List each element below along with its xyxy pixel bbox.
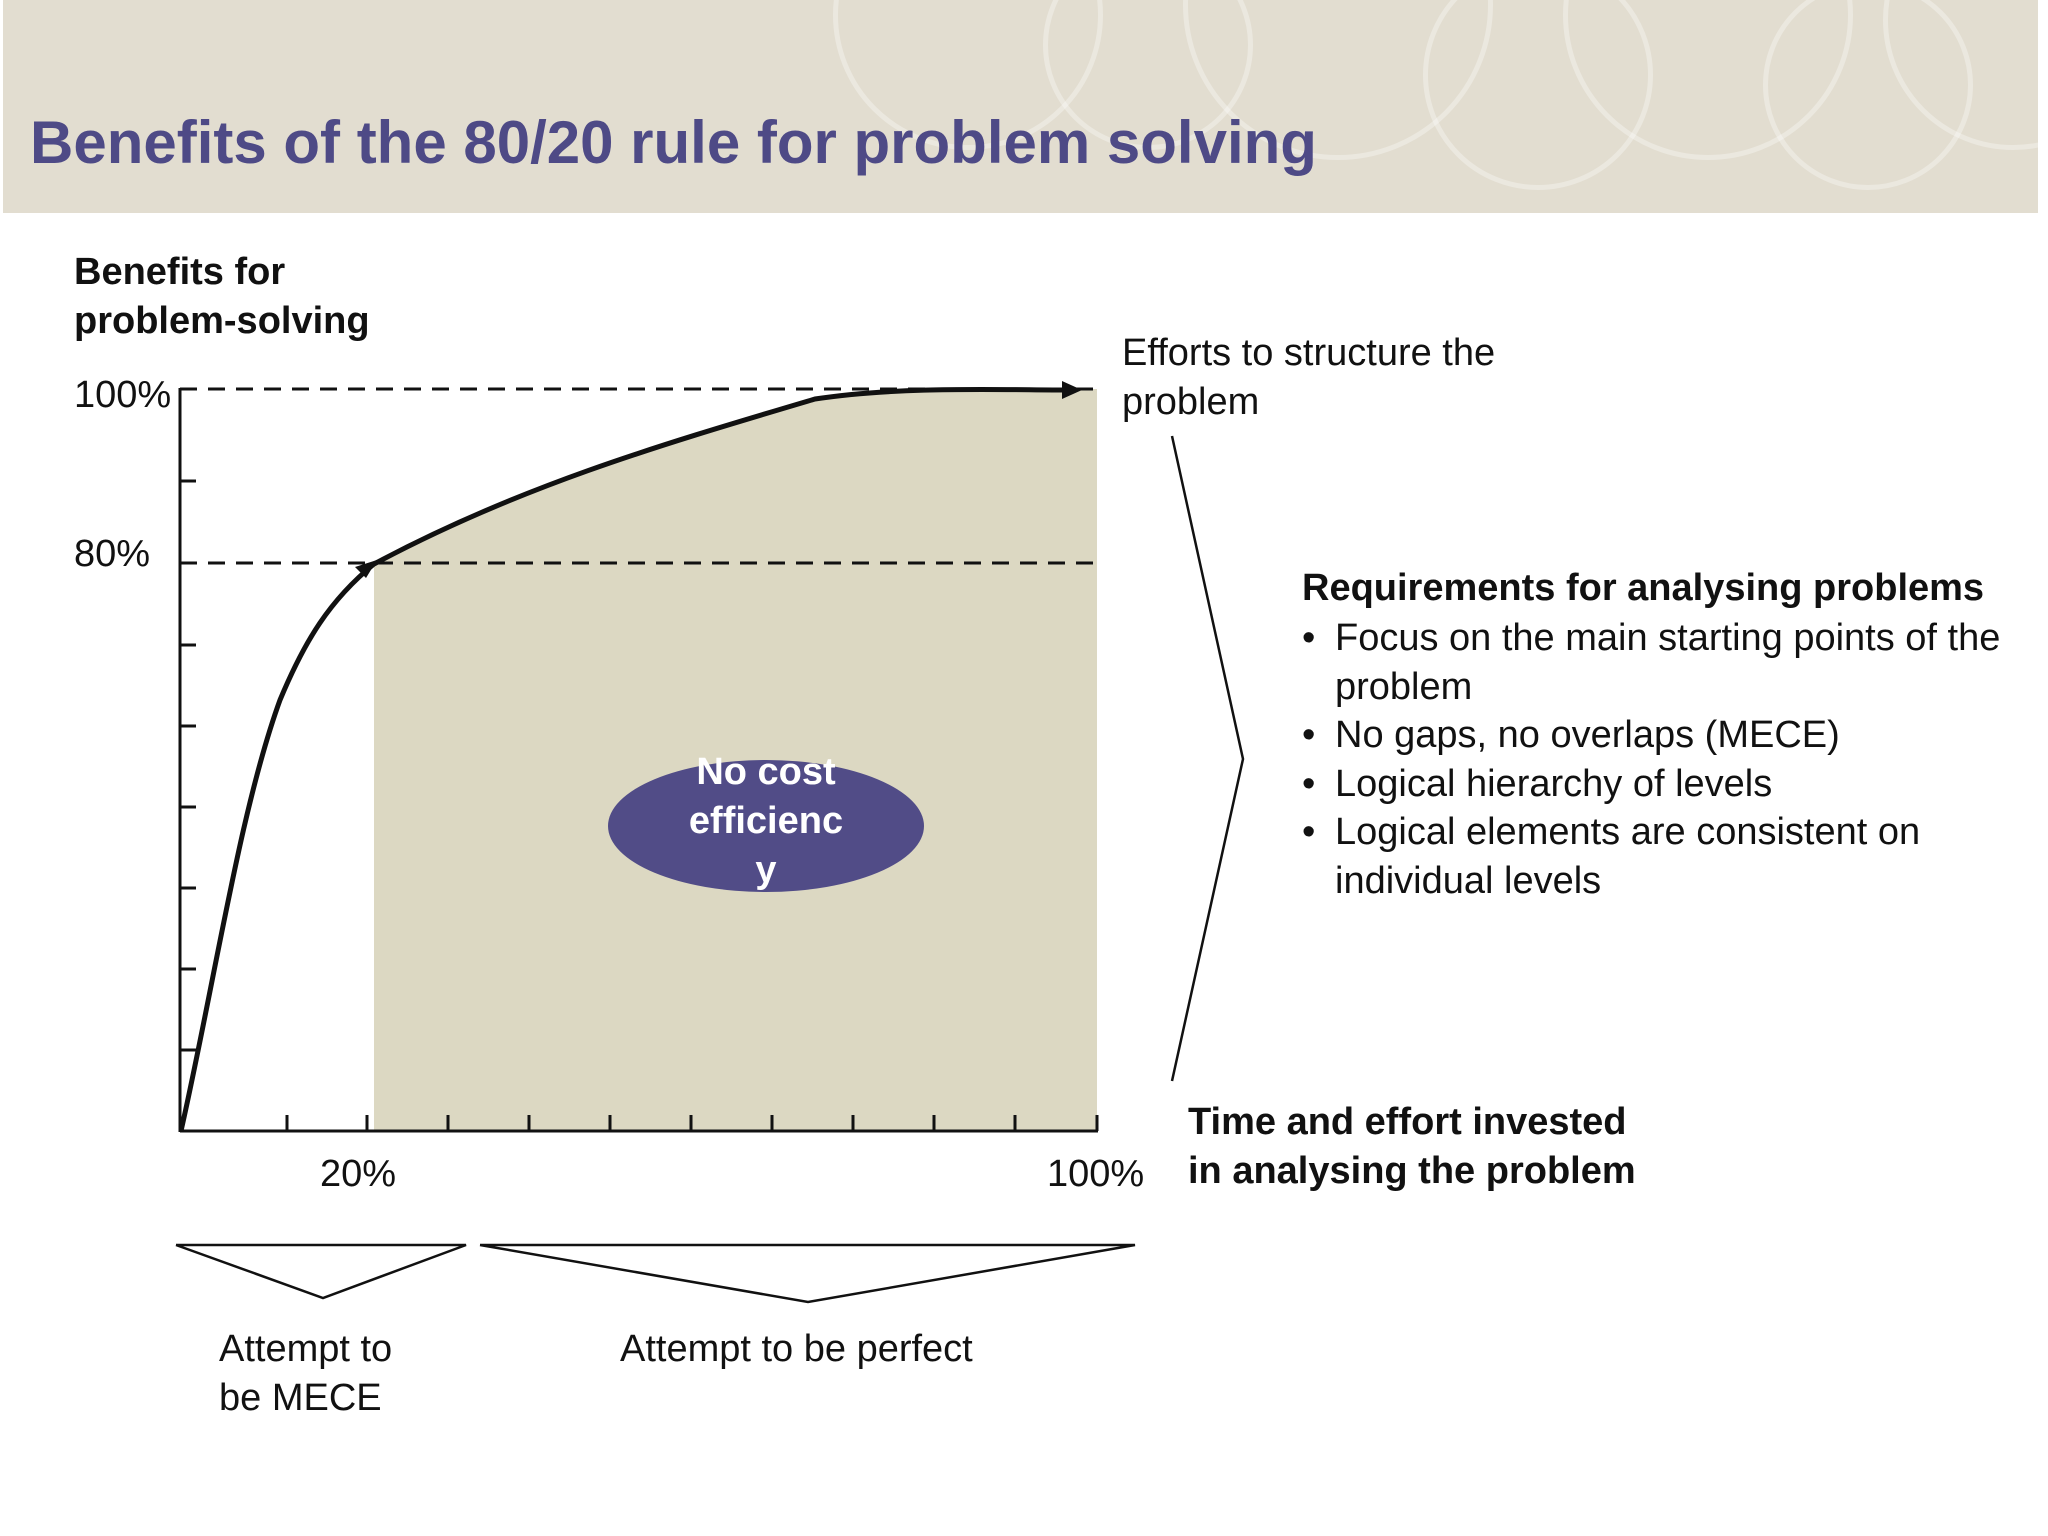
requirements-heading: Requirements for analysing problems	[1302, 567, 1985, 609]
ellipse-label: No cost efficienc y	[608, 748, 924, 895]
requirements-item: Focus on the main starting points of the…	[1302, 614, 2015, 711]
y-axis-ticks	[180, 479, 196, 1052]
requirements-item: No gaps, no overlaps (MECE)	[1302, 711, 2015, 760]
bracket-perfect	[479, 1243, 1136, 1304]
x-axis-label: Time and effort invested in analysing th…	[1188, 1098, 1636, 1196]
y-axis-label-line-1: Benefits for	[74, 251, 286, 293]
requirements-item: Logical elements are consistent on indiv…	[1302, 808, 2015, 905]
x-tick-100: 100%	[1047, 1153, 1145, 1195]
y-axis-label: Benefits for problem-solving	[74, 248, 370, 346]
header-band: Benefits of the 80/20 rule for problem s…	[3, 0, 2038, 213]
y-tick-80: 80%	[74, 533, 151, 575]
efforts-label-line-1: Efforts to structure the	[1122, 332, 1496, 374]
x-tick-20: 20%	[320, 1153, 397, 1195]
x-axis-label-line-1: Time and effort invested	[1188, 1101, 1627, 1143]
page-title: Benefits of the 80/20 rule for problem s…	[30, 109, 1317, 176]
efforts-label-line-2: problem	[1122, 381, 1260, 423]
curve-arrowhead	[1062, 381, 1082, 399]
ellipse-label-line-3: y	[755, 849, 777, 891]
requirements-list: Focus on the main starting points of the…	[1302, 614, 2015, 905]
x-axis-label-line-2: in analysing the problem	[1188, 1150, 1636, 1192]
efforts-pointer	[1170, 435, 1245, 1082]
bracket-label-mece: Attempt to be MECE	[219, 1325, 392, 1423]
bracket-label-mece-line-1: Attempt to	[219, 1328, 393, 1370]
benefit-curve	[178, 386, 1071, 1132]
y-tick-100: 100%	[74, 374, 172, 416]
curve-arrowhead-80	[355, 560, 377, 578]
efforts-label: Efforts to structure the problem	[1122, 329, 1495, 427]
bracket-mece	[175, 1243, 467, 1300]
x-axis-ticks	[285, 1115, 1099, 1131]
bracket-label-mece-line-2: be MECE	[219, 1377, 382, 1419]
ellipse-label-line-2: efficienc	[688, 800, 844, 842]
no-cost-efficiency-ellipse	[608, 760, 924, 892]
requirements-item: Logical hierarchy of levels	[1302, 760, 2015, 809]
shaded-area	[374, 389, 1097, 1131]
bracket-label-perfect: Attempt to be perfect	[620, 1328, 973, 1370]
ellipse-label-line-1: No cost	[696, 751, 836, 793]
y-axis-label-line-2: problem-solving	[74, 300, 370, 342]
